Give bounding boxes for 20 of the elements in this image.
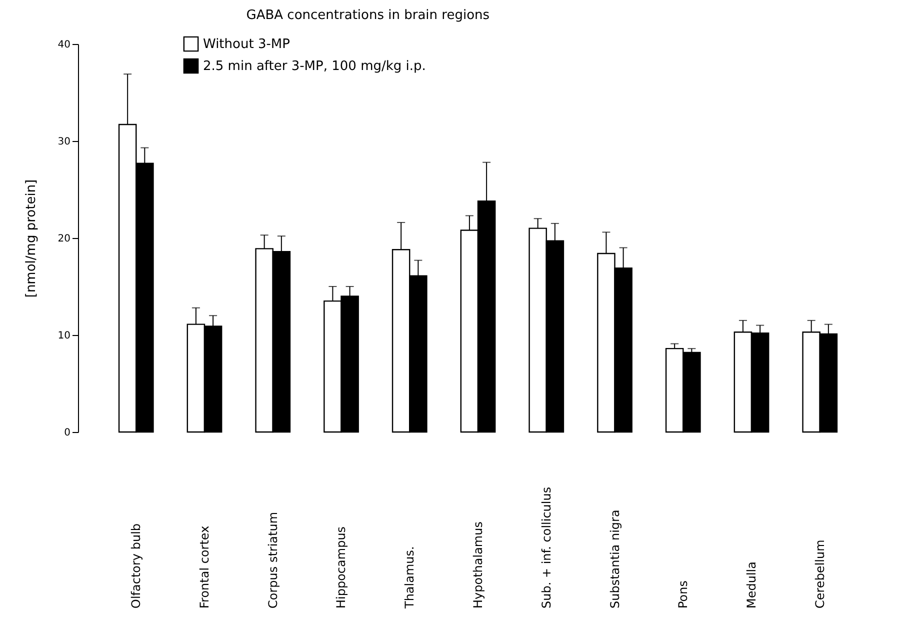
x-tick-label: Frontal cortex xyxy=(197,526,212,608)
x-tick-label: Olfactory bulb xyxy=(129,523,144,608)
x-tick-label: Cerebellum xyxy=(812,540,827,608)
x-tick-label: Hippocampus xyxy=(334,526,348,608)
y-tick-label: 40 xyxy=(58,40,70,50)
chart-title: GABA concentrations in brain regions xyxy=(246,8,490,23)
y-axis-title: [nmol/mg protein] xyxy=(24,179,39,298)
legend-label: 2.5 min after 3-MP, 100 mg/kg i.p. xyxy=(203,59,426,74)
x-tick-label: Sub. + inf. colliculus xyxy=(539,486,554,608)
y-tick-label: 10 xyxy=(58,330,70,342)
y-tick-label: 20 xyxy=(58,234,70,244)
x-tick-label: Thalamus. xyxy=(402,546,417,610)
x-tick-label: Pons xyxy=(676,580,690,608)
y-tick-label: 0 xyxy=(64,428,70,438)
x-tick-label: Substantia nigra xyxy=(608,510,622,608)
legend-label: Without 3-MP xyxy=(203,37,290,52)
x-tick-label: Corpus striatum xyxy=(266,512,280,608)
x-tick-label: Hypothalamus xyxy=(471,522,485,608)
x-tick-label: Medulla xyxy=(744,562,759,608)
y-tick-label: 30 xyxy=(58,136,70,148)
